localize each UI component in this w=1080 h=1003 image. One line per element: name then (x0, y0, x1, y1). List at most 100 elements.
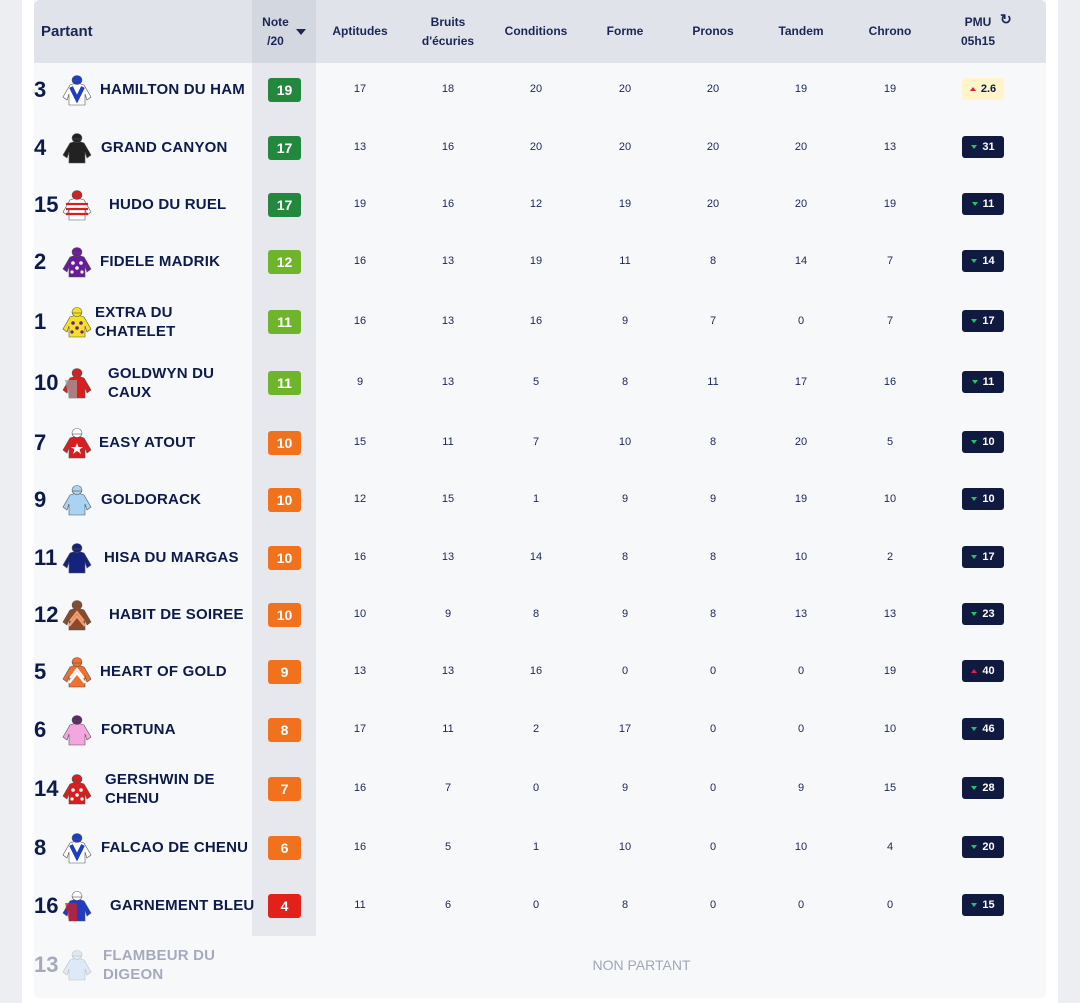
cell-aptitudes: 9 (356, 376, 364, 388)
header-pronos[interactable]: Pronos (669, 0, 757, 63)
runner-number: 12 (34, 602, 59, 627)
pmu-odds-badge[interactable]: 2.6 (962, 78, 1004, 100)
runner-number: 16 (34, 893, 59, 918)
pmu-odds-value: 15 (982, 899, 995, 911)
cell-conditions: 12 (529, 198, 543, 210)
cell-aptitudes: 16 (353, 551, 367, 563)
cell-aptitudes: 16 (353, 255, 367, 267)
cell-pronos: 8 (709, 608, 717, 620)
cell-aptitudes: 13 (353, 665, 367, 677)
jockey-silk-icon (60, 541, 94, 575)
cell-bruits: 13 (441, 551, 455, 563)
jockey-silk-icon (60, 245, 94, 279)
runner-name[interactable]: GOLDORACK (101, 491, 202, 508)
pmu-odds-badge[interactable]: 14 (962, 250, 1004, 272)
cell-chrono: 19 (883, 83, 897, 95)
runner-name: FLAMBEUR DU DIGEON (103, 947, 216, 983)
pmu-odds-badge[interactable]: 10 (962, 431, 1004, 453)
runner-name[interactable]: HUDO DU RUEL (109, 196, 227, 213)
cell-tandem: 20 (794, 198, 808, 210)
header-chrono[interactable]: Chrono (846, 0, 934, 63)
cell-pronos: 11 (707, 376, 719, 388)
runner-name[interactable]: EASY ATOUT (99, 434, 196, 451)
header-aptitudes[interactable]: Aptitudes (316, 0, 404, 63)
trend-down-icon (971, 497, 978, 501)
cell-forme: 19 (618, 198, 632, 210)
cell-chrono: 0 (886, 899, 894, 911)
header-bruits-line1: Bruits (430, 14, 466, 29)
pmu-odds-badge[interactable]: 11 (962, 371, 1004, 393)
cell-forme: 0 (621, 665, 629, 677)
trend-down-icon (971, 202, 978, 206)
pmu-odds-value: 46 (982, 723, 995, 735)
jockey-silk-icon (60, 831, 94, 865)
runner-number: 1 (34, 309, 47, 334)
cell-pronos: 8 (709, 436, 717, 448)
header-forme[interactable]: Forme (581, 0, 669, 63)
runner-name[interactable]: HAMILTON DU HAM (100, 81, 245, 98)
runner-number: 5 (34, 659, 47, 684)
trend-down-icon (971, 612, 978, 616)
runner-name[interactable]: FALCAO DE CHENU (101, 839, 249, 856)
refresh-icon[interactable]: ↻ (1000, 11, 1012, 27)
pmu-odds-badge[interactable]: 17 (962, 546, 1004, 568)
cell-chrono: 4 (886, 841, 894, 853)
runners-table: Partant Note /20 Aptitudes Bruits d'écur… (34, 0, 1046, 998)
pmu-odds-value: 20 (982, 841, 995, 853)
cell-conditions: 19 (529, 255, 543, 267)
cell-chrono: 7 (886, 315, 894, 327)
cell-pronos: 0 (709, 782, 717, 794)
runner-name[interactable]: GRAND CANYON (101, 139, 228, 156)
runner-name[interactable]: EXTRA DU CHATELET (95, 304, 176, 340)
pmu-odds-badge[interactable]: 46 (962, 718, 1004, 740)
cell-conditions: 5 (532, 376, 540, 388)
sort-desc-icon[interactable] (295, 28, 306, 35)
trend-down-icon (971, 440, 978, 444)
runner-name[interactable]: GERSHWIN DE CHENU (105, 771, 215, 807)
header-aptitudes-label: Aptitudes (332, 24, 388, 38)
header-bruits[interactable]: Bruits d'écuries (404, 0, 492, 63)
cell-chrono: 13 (883, 141, 897, 153)
trend-down-icon (971, 145, 978, 149)
cell-tandem: 20 (794, 436, 808, 448)
pmu-odds-badge[interactable]: 10 (962, 488, 1004, 510)
pmu-odds-badge[interactable]: 28 (962, 777, 1004, 799)
trend-down-icon (971, 319, 978, 323)
runner-name[interactable]: HEART OF GOLD (100, 663, 227, 680)
pmu-odds-badge[interactable]: 15 (962, 894, 1004, 916)
header-tandem-label: Tandem (778, 24, 824, 38)
cell-pronos: 0 (709, 841, 717, 853)
runner-number: 7 (34, 430, 47, 455)
cell-pronos: 0 (709, 899, 717, 911)
cell-aptitudes: 16 (353, 782, 367, 794)
runner-name[interactable]: HABIT DE SOIREE (109, 606, 244, 623)
header-note[interactable]: Note /20 (252, 0, 316, 63)
pmu-odds-value: 17 (982, 551, 995, 563)
runner-name[interactable]: FIDELE MADRIK (100, 253, 221, 270)
header-partant[interactable]: Partant (41, 0, 241, 63)
pmu-odds-badge[interactable]: 31 (962, 136, 1004, 158)
runner-number: 15 (34, 192, 59, 217)
header-conditions[interactable]: Conditions (492, 0, 580, 63)
pmu-odds-value: 17 (982, 315, 995, 327)
cell-chrono: 10 (883, 493, 897, 505)
cell-forme: 8 (621, 551, 629, 563)
cell-conditions: 2 (532, 723, 540, 735)
trend-down-icon (971, 555, 978, 559)
jockey-silk-icon (60, 598, 94, 632)
pmu-odds-badge[interactable]: 23 (962, 603, 1004, 625)
note-badge: 10 (268, 603, 301, 627)
header-pmu[interactable]: PMU 05h15 ↻ (934, 0, 1022, 63)
pmu-odds-badge[interactable]: 20 (962, 836, 1004, 858)
runner-name[interactable]: FORTUNA (101, 721, 176, 738)
runner-name[interactable]: GOLDWYN DU CAUX (108, 365, 215, 401)
pmu-odds-value: 14 (982, 255, 995, 267)
pmu-odds-badge[interactable]: 11 (962, 193, 1004, 215)
runner-name[interactable]: HISA DU MARGAS (104, 549, 239, 566)
cell-conditions: 16 (529, 315, 543, 327)
header-tandem[interactable]: Tandem (757, 0, 845, 63)
pmu-odds-badge[interactable]: 40 (962, 660, 1004, 682)
pmu-odds-badge[interactable]: 17 (962, 310, 1004, 332)
cell-pronos: 0 (709, 723, 717, 735)
runner-name[interactable]: GARNEMENT BLEU (110, 897, 255, 914)
